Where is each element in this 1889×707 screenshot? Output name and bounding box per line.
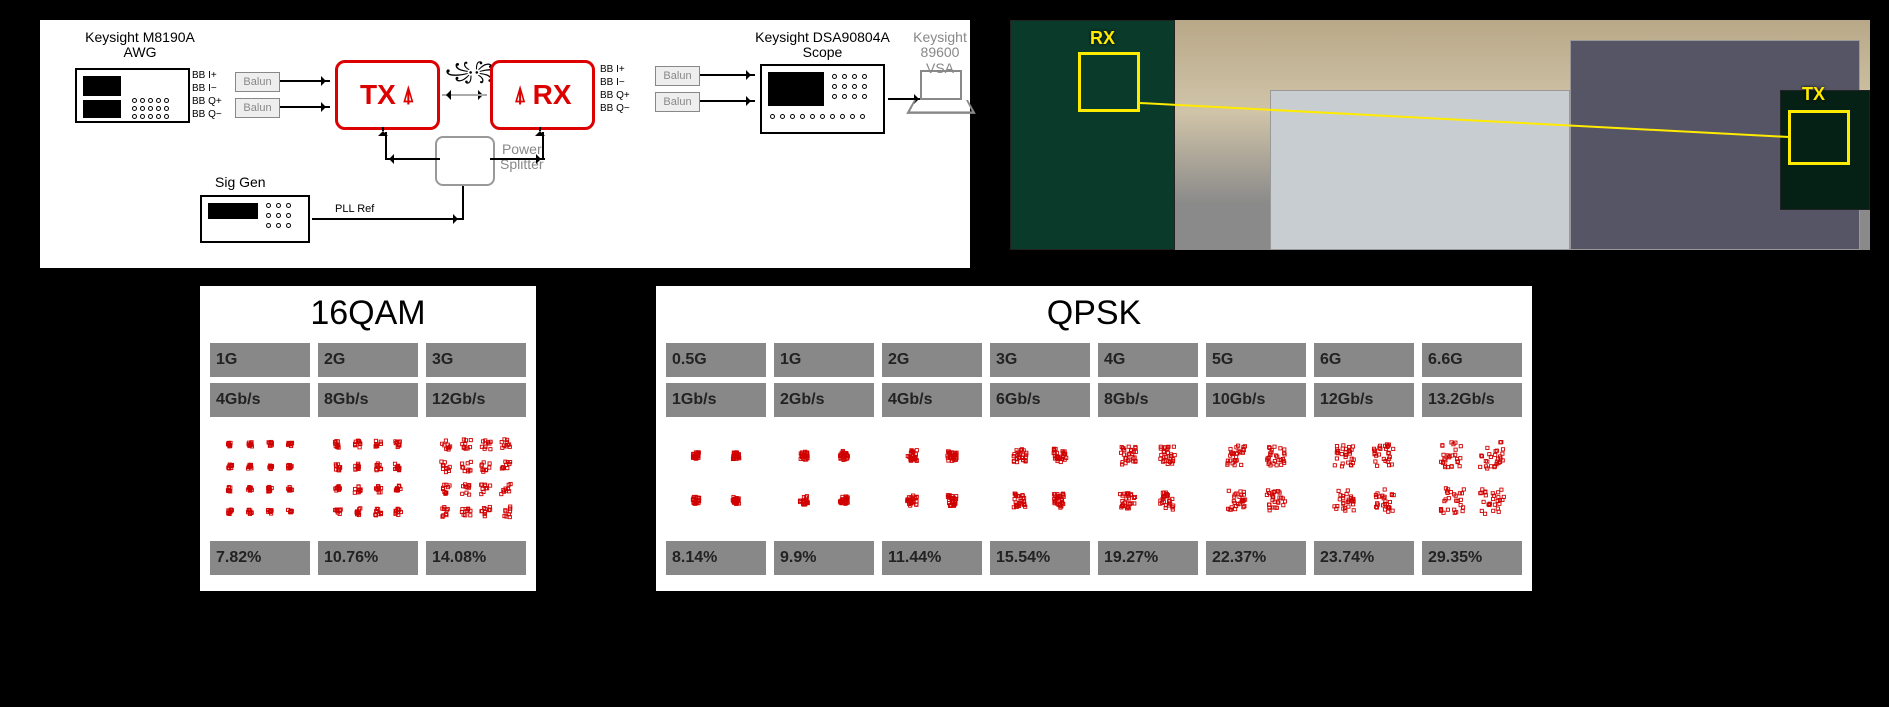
qpsk-symrate-3: 3G bbox=[990, 343, 1090, 377]
balun-tx-i: Balun bbox=[235, 72, 280, 92]
vsa-box bbox=[920, 70, 968, 125]
qpsk-constellation-2 bbox=[882, 423, 982, 533]
qpsk-symrate-5: 5G bbox=[1206, 343, 1306, 377]
qpsk-evm-0: 8.14% bbox=[666, 541, 766, 575]
balun-rx-i: Balun bbox=[655, 66, 700, 86]
qpsk-constellation-3 bbox=[990, 423, 1090, 533]
qpsk-symrate-4: 4G bbox=[1098, 343, 1198, 377]
qpsk-symrate-0: 0.5G bbox=[666, 343, 766, 377]
balun-tx-q: Balun bbox=[235, 98, 280, 118]
qam16-evm-1: 10.76% bbox=[318, 541, 418, 575]
scope-label: Keysight DSA90804A Scope bbox=[745, 30, 900, 61]
qpsk-evm-6: 23.74% bbox=[1314, 541, 1414, 575]
qpsk-constellation-5 bbox=[1206, 423, 1306, 533]
qpsk-symrate-6: 6G bbox=[1314, 343, 1414, 377]
qam16-datarate-1: 8Gb/s bbox=[318, 383, 418, 417]
qpsk-datarate-6: 12Gb/s bbox=[1314, 383, 1414, 417]
block-diagram: Keysight M8190A AWG BB I+ BB I− BB Q+ BB… bbox=[40, 20, 970, 268]
qam16-constellation-2 bbox=[426, 423, 526, 533]
qpsk-evm-2: 11.44% bbox=[882, 541, 982, 575]
qpsk-symrate-2: 2G bbox=[882, 343, 982, 377]
qpsk-evm-5: 22.37% bbox=[1206, 541, 1306, 575]
qpsk-evm-4: 19.27% bbox=[1098, 541, 1198, 575]
balun-rx-q: Balun bbox=[655, 92, 700, 112]
tx-frame bbox=[1788, 110, 1850, 165]
qpsk-datarate-4: 8Gb/s bbox=[1098, 383, 1198, 417]
qpsk-datarate-1: 2Gb/s bbox=[774, 383, 874, 417]
qpsk-symrate-7: 6.6G bbox=[1422, 343, 1522, 377]
tx-photo-label: TX bbox=[1802, 84, 1825, 105]
qpsk-evm-7: 29.35% bbox=[1422, 541, 1522, 575]
rx-photo-label: RX bbox=[1090, 28, 1115, 49]
qam16-symrate-2: 3G bbox=[426, 343, 526, 377]
qam16-datarate-2: 12Gb/s bbox=[426, 383, 526, 417]
awg-box bbox=[75, 68, 190, 123]
qpsk-title: QPSK bbox=[666, 294, 1522, 333]
qam16-table: 16QAM 1G2G3G 4Gb/s8Gb/s12Gb/s 7.82%10.76%1… bbox=[200, 286, 536, 591]
rx-box: ⍋RX bbox=[490, 60, 595, 130]
qpsk-datarate-2: 4Gb/s bbox=[882, 383, 982, 417]
qam16-symrate-1: 2G bbox=[318, 343, 418, 377]
qam16-constellation-1 bbox=[318, 423, 418, 533]
tx-box: TX⍋ bbox=[335, 60, 440, 130]
rx-frame bbox=[1078, 52, 1140, 112]
lab-photo: RX TX bbox=[1010, 20, 1870, 250]
qam16-evm-0: 7.82% bbox=[210, 541, 310, 575]
qam16-evm-2: 14.08% bbox=[426, 541, 526, 575]
qpsk-constellation-6 bbox=[1314, 423, 1414, 533]
qpsk-constellation-7 bbox=[1422, 423, 1522, 533]
qpsk-constellation-4 bbox=[1098, 423, 1198, 533]
pll-ref-label: PLL Ref bbox=[335, 203, 374, 215]
qpsk-symrate-1: 1G bbox=[774, 343, 874, 377]
qpsk-datarate-0: 1Gb/s bbox=[666, 383, 766, 417]
awg-label: Keysight M8190A AWG bbox=[75, 30, 205, 61]
qpsk-constellation-0 bbox=[666, 423, 766, 533]
qpsk-evm-3: 15.54% bbox=[990, 541, 1090, 575]
qpsk-evm-1: 9.9% bbox=[774, 541, 874, 575]
scope-box bbox=[760, 64, 885, 134]
qpsk-constellation-1 bbox=[774, 423, 874, 533]
qpsk-datarate-5: 10Gb/s bbox=[1206, 383, 1306, 417]
qam16-symrate-0: 1G bbox=[210, 343, 310, 377]
qpsk-table: QPSK 0.5G1G2G3G4G5G6G6.6G 1Gb/s2Gb/s4Gb/s… bbox=[656, 286, 1532, 591]
qpsk-datarate-3: 6Gb/s bbox=[990, 383, 1090, 417]
qam16-constellation-0 bbox=[210, 423, 310, 533]
qpsk-datarate-7: 13.2Gb/s bbox=[1422, 383, 1522, 417]
qam16-title: 16QAM bbox=[210, 294, 526, 333]
power-splitter bbox=[435, 136, 495, 186]
siggen-label: Sig Gen bbox=[215, 175, 266, 190]
siggen-box bbox=[200, 195, 310, 243]
qam16-datarate-0: 4Gb/s bbox=[210, 383, 310, 417]
